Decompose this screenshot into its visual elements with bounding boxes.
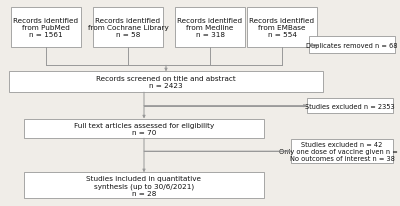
Bar [291, 140, 393, 163]
Bar [175, 8, 245, 48]
Bar [307, 98, 393, 114]
Bar [9, 72, 323, 93]
Text: Records identified
from EMBase
n = 554: Records identified from EMBase n = 554 [250, 18, 314, 38]
Bar [24, 173, 264, 198]
Bar [24, 119, 264, 138]
Text: Full text articles assessed for eligibility
n = 70: Full text articles assessed for eligibil… [74, 122, 214, 135]
Bar [309, 36, 395, 54]
Bar [93, 8, 163, 48]
Text: Studies excluded n = 42
Only one dose of vaccine given n = 4
No outcomes of inte: Studies excluded n = 42 Only one dose of… [280, 142, 400, 161]
Bar [247, 8, 317, 48]
Text: Studies included in quantitative
synthesis (up to 30/6/2021)
n = 28: Studies included in quantitative synthes… [86, 175, 202, 196]
Text: Records identified
from PubMed
n = 1561: Records identified from PubMed n = 1561 [14, 18, 78, 38]
Bar [11, 8, 81, 48]
Text: Records screened on title and abstract
n = 2423: Records screened on title and abstract n… [96, 76, 236, 89]
Text: Records identified
from Medline
n = 318: Records identified from Medline n = 318 [178, 18, 242, 38]
Text: Duplicates removed n = 68: Duplicates removed n = 68 [306, 42, 398, 48]
Text: Records identified
from Cochrane Library
n = 58: Records identified from Cochrane Library… [88, 18, 168, 38]
Text: Studies excluded n = 2353: Studies excluded n = 2353 [305, 103, 395, 109]
